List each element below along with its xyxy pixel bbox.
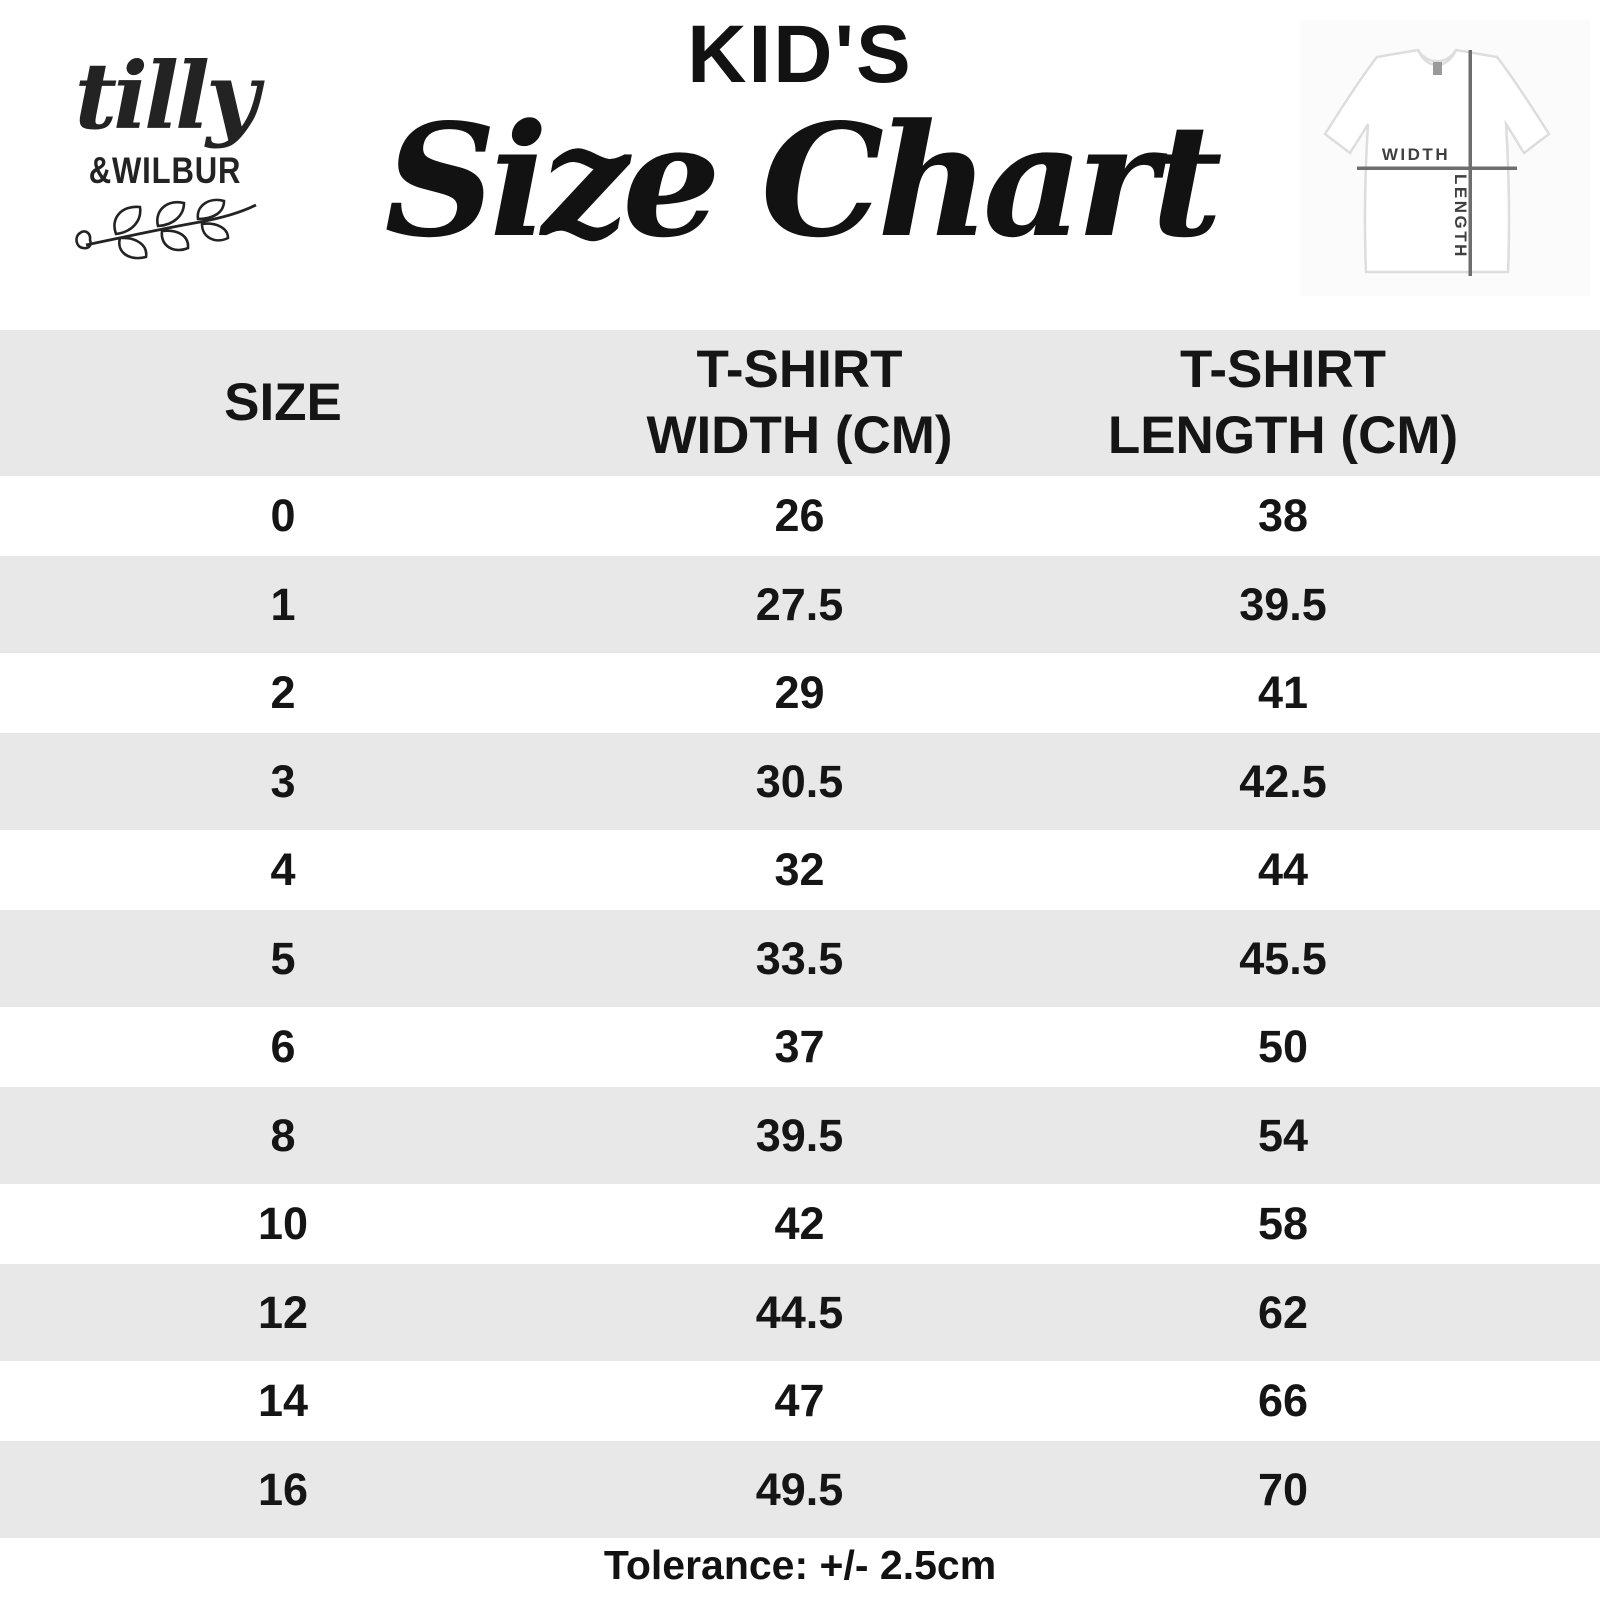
- neck-tag: [1433, 62, 1442, 75]
- width-cell: 39.5: [755, 1109, 844, 1161]
- width-cell: 27.5: [755, 578, 844, 630]
- table-row: 14 47 66: [0, 1361, 1600, 1441]
- length-cell: 44: [1257, 844, 1309, 895]
- length-cell: 42.5: [1239, 755, 1327, 807]
- width-cell: 33.5: [755, 932, 844, 984]
- size-cell: 6: [270, 1021, 296, 1072]
- size-cell: 10: [257, 1198, 309, 1249]
- length-cell: 41: [1257, 667, 1309, 718]
- laurel-branch-icon: [40, 198, 290, 267]
- length-cell: 39.5: [1239, 578, 1327, 630]
- width-cell: 26: [774, 490, 825, 541]
- chart-kicker: KID'S: [687, 9, 913, 100]
- size-cell: 14: [257, 1375, 309, 1426]
- length-line: [1468, 50, 1472, 276]
- width-cell: 42: [774, 1198, 825, 1249]
- width-line: [1357, 166, 1517, 170]
- tshirt-diagram: WIDTH LENGTH: [1300, 20, 1590, 296]
- size-cell: 1: [270, 578, 296, 630]
- size-cell: 0: [270, 490, 296, 541]
- column-header-width-line2: WIDTH (CM): [646, 406, 953, 465]
- length-cell: 70: [1257, 1463, 1309, 1515]
- brand-name: tilly: [74, 42, 260, 150]
- column-header-size-label: SIZE: [224, 373, 342, 432]
- size-cell: 4: [270, 844, 296, 895]
- table-row: 6 37 50: [0, 1007, 1600, 1087]
- width-cell: 49.5: [755, 1463, 844, 1515]
- tolerance-note: Tolerance: +/- 2.5cm: [603, 1542, 997, 1588]
- column-header-size: SIZE: [0, 370, 566, 436]
- column-header-width-line1: T-SHIRT: [696, 340, 903, 399]
- size-cell: 8: [270, 1109, 296, 1161]
- table-header-row: SIZE T-SHIRT WIDTH (CM) T-SHIRT LENGTH (…: [0, 330, 1600, 476]
- width-cell: 29: [774, 667, 825, 718]
- size-cell: 2: [270, 667, 296, 718]
- size-table: SIZE T-SHIRT WIDTH (CM) T-SHIRT LENGTH (…: [0, 330, 1600, 1538]
- width-cell: 37: [774, 1021, 825, 1072]
- brand-subname: &WILBUR: [88, 150, 242, 191]
- width-cell: 32: [774, 844, 825, 895]
- size-cell: 5: [270, 932, 296, 984]
- page-title: Size Chart: [384, 89, 1222, 272]
- length-cell: 54: [1257, 1109, 1309, 1161]
- length-cell: 66: [1257, 1375, 1309, 1426]
- table-row: 12 44.5 62: [0, 1264, 1600, 1361]
- width-label: WIDTH: [1382, 145, 1450, 164]
- length-cell: 62: [1257, 1286, 1309, 1338]
- table-row: 0 26 38: [0, 476, 1600, 556]
- column-header-width: T-SHIRT WIDTH (CM): [566, 337, 1033, 469]
- length-cell: 58: [1257, 1198, 1309, 1249]
- column-header-length: T-SHIRT LENGTH (CM): [1033, 337, 1533, 469]
- column-header-length-line1: T-SHIRT: [1179, 340, 1387, 399]
- tshirt-shape: [1323, 48, 1551, 274]
- table-row: 4 32 44: [0, 830, 1600, 910]
- length-cell: 45.5: [1239, 932, 1327, 984]
- table-row: 1 27.5 39.5: [0, 556, 1600, 653]
- width-cell: 30.5: [755, 755, 844, 807]
- length-cell: 38: [1257, 490, 1309, 541]
- table-row: 2 29 41: [0, 653, 1600, 733]
- column-header-length-line2: LENGTH (CM): [1107, 406, 1459, 465]
- length-label: LENGTH: [1451, 174, 1470, 259]
- width-cell: 47: [774, 1375, 825, 1426]
- size-cell: 12: [257, 1286, 309, 1338]
- brand-logo: tilly &WILBUR: [40, 40, 290, 267]
- table-row: 5 33.5 45.5: [0, 910, 1600, 1007]
- table-row: 8 39.5 54: [0, 1087, 1600, 1184]
- width-cell: 44.5: [755, 1286, 844, 1338]
- table-row: 3 30.5 42.5: [0, 733, 1600, 830]
- length-cell: 50: [1257, 1021, 1309, 1072]
- size-cell: 3: [270, 755, 296, 807]
- size-cell: 16: [257, 1463, 309, 1515]
- table-row: 16 49.5 70: [0, 1441, 1600, 1538]
- table-row: 10 42 58: [0, 1184, 1600, 1264]
- table-body: 0 26 38 1 27.5 39.5 2 29 41 3 30.5 42.5 …: [0, 476, 1600, 1538]
